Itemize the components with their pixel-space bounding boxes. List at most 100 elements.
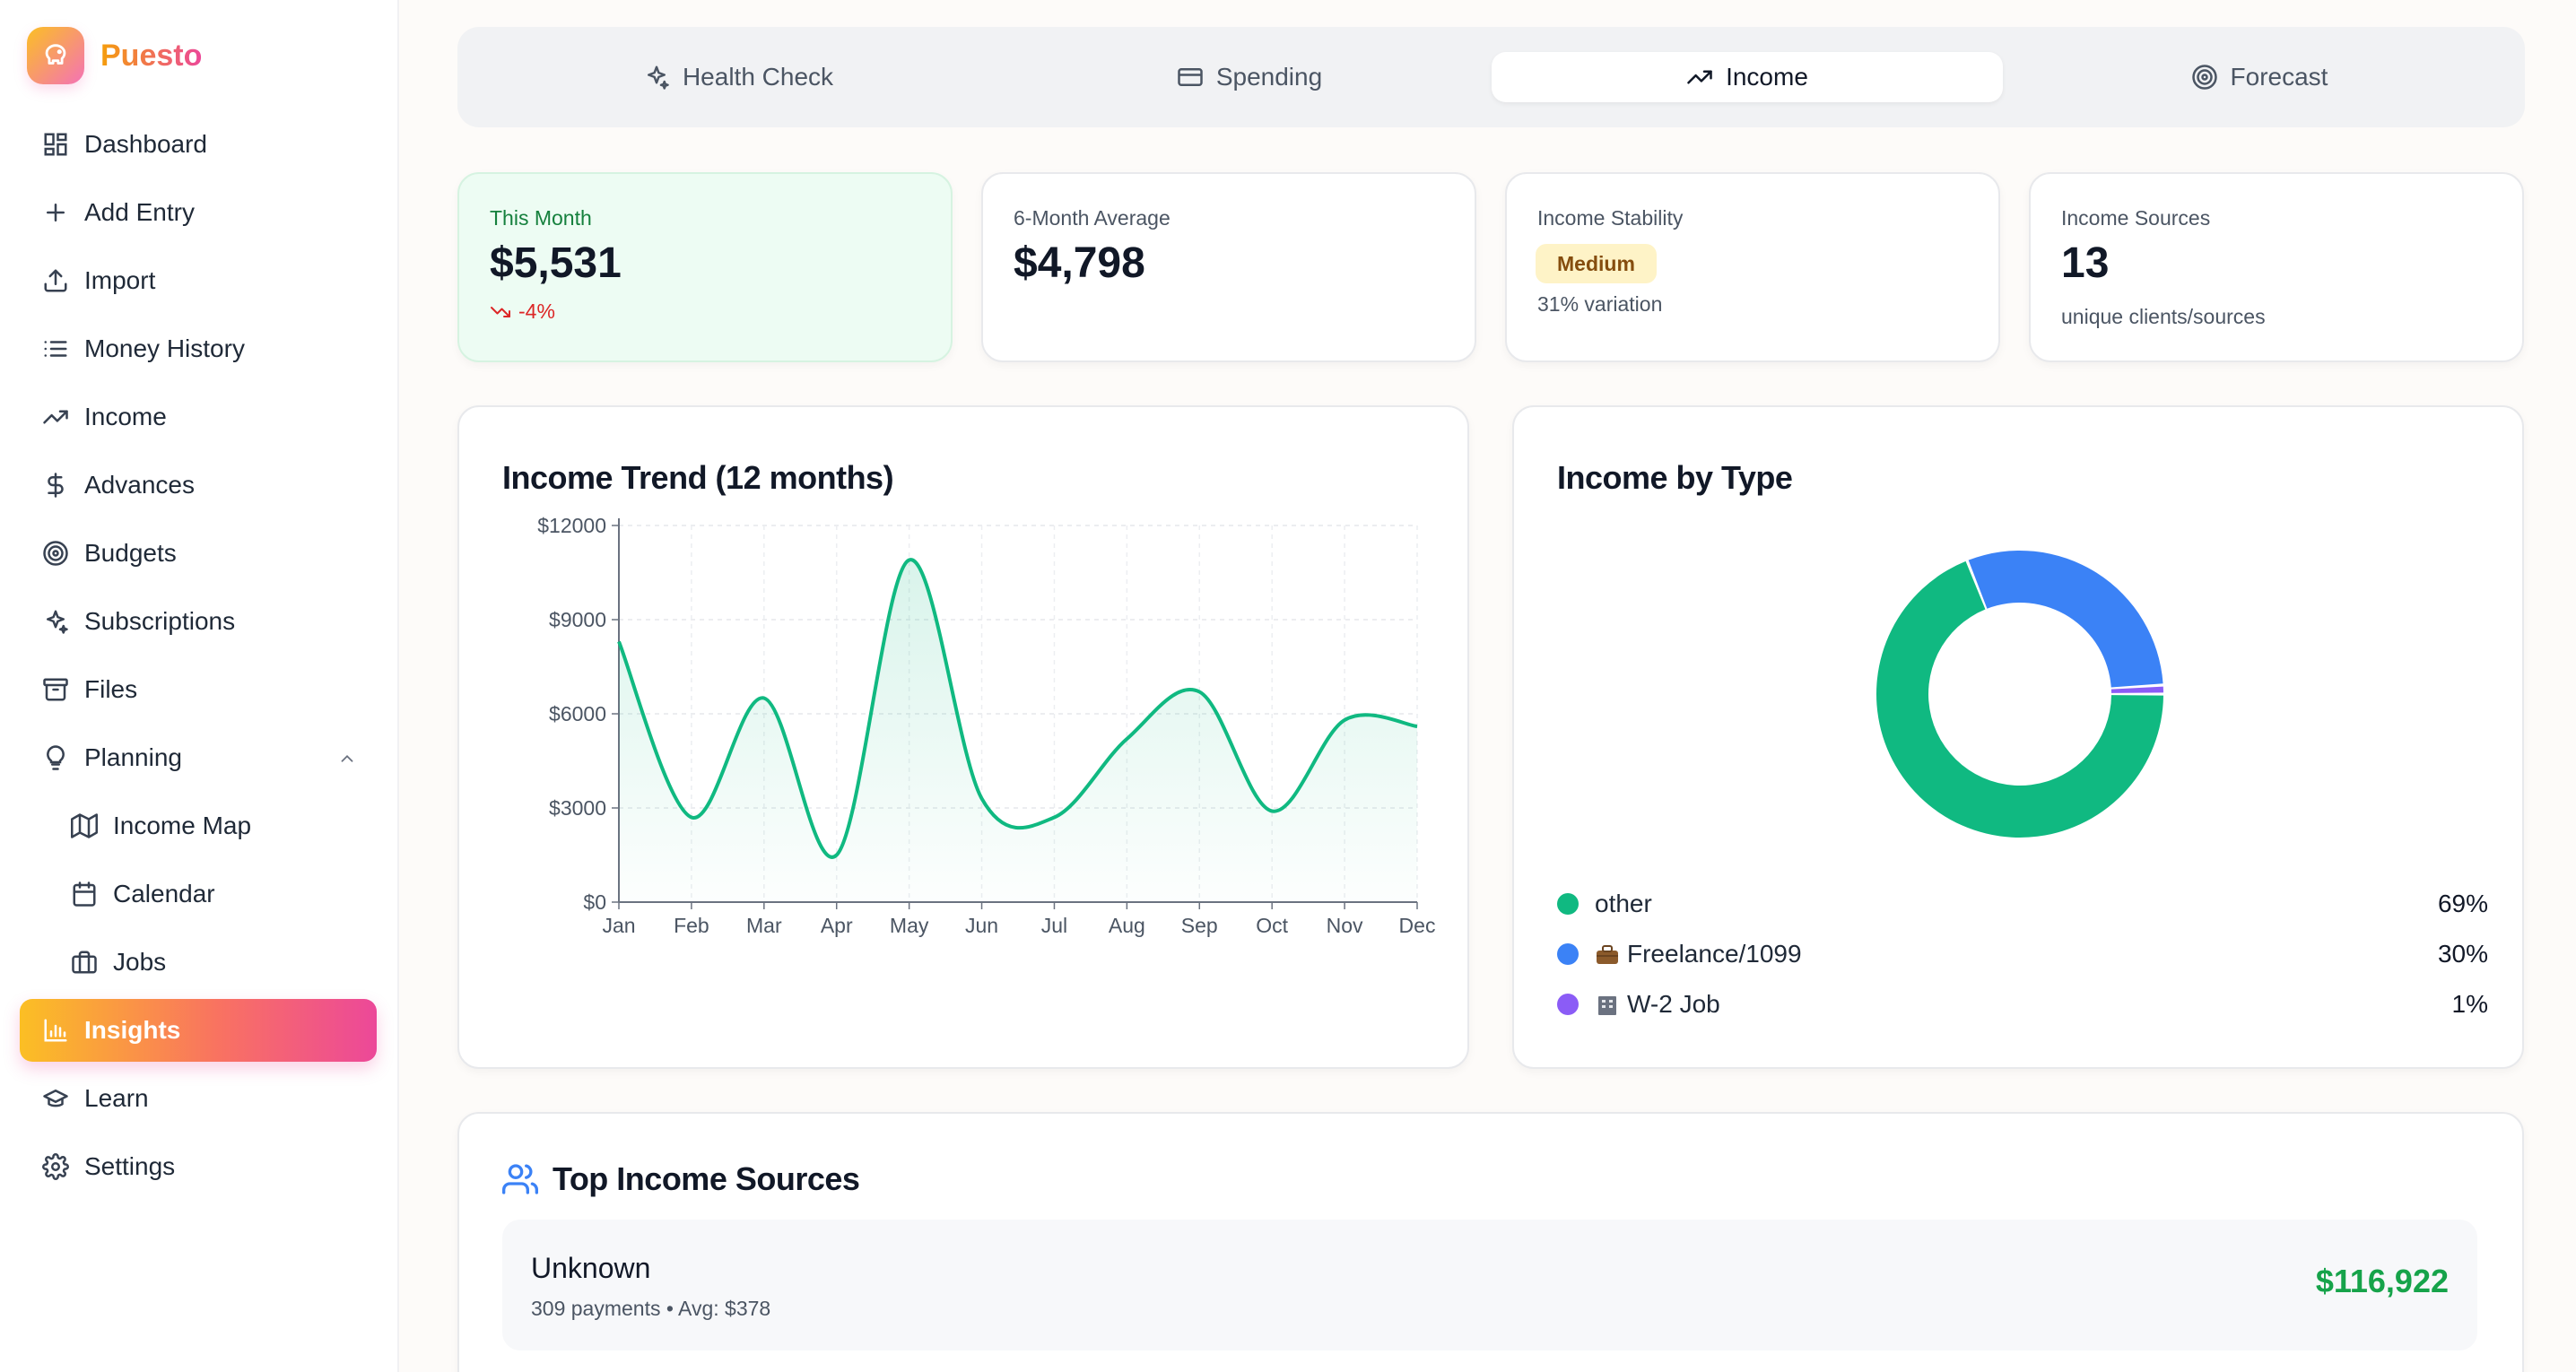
data-point[interactable] bbox=[1340, 716, 1349, 725]
legend-dot bbox=[1557, 994, 1579, 1015]
sidebar-item-label: Files bbox=[84, 675, 138, 703]
data-point[interactable] bbox=[614, 638, 623, 647]
target-icon bbox=[39, 537, 72, 569]
sidebar-item-label: Learn bbox=[84, 1084, 149, 1112]
legend-pct: 69% bbox=[2437, 890, 2488, 917]
briefcase-icon bbox=[68, 946, 100, 978]
tab-income[interactable]: Income bbox=[1492, 52, 2003, 102]
legend-item: W-2 Job 1% bbox=[1557, 986, 2488, 1022]
list-icon bbox=[39, 333, 72, 365]
income-trend-panel: Income Trend (12 months) $0 $3000 $6000 $90… bbox=[457, 405, 1469, 1069]
data-point[interactable] bbox=[1267, 807, 1276, 816]
trending-up-icon bbox=[1686, 64, 1713, 91]
source-name: Unknown bbox=[531, 1252, 651, 1284]
income-line[interactable] bbox=[617, 558, 1418, 859]
change-indicator: -4% bbox=[490, 300, 555, 324]
data-point[interactable] bbox=[905, 556, 914, 565]
y-tick-label: $0 bbox=[583, 890, 606, 914]
stat-value: $4,798 bbox=[1014, 239, 1145, 287]
brand[interactable]: Puesto bbox=[27, 27, 202, 84]
data-point[interactable] bbox=[1122, 734, 1131, 743]
panel-title: Income Trend (12 months) bbox=[502, 459, 894, 496]
legend-label: other bbox=[1595, 890, 1652, 917]
stat-card-six-month-average: 6-Month Average $4,798 bbox=[981, 172, 1476, 362]
credit-card-icon bbox=[1177, 64, 1204, 91]
dollar-icon bbox=[39, 469, 72, 501]
legend-label: W-2 Job bbox=[1627, 990, 1720, 1018]
upload-icon bbox=[39, 265, 72, 297]
app-name: Puesto bbox=[100, 38, 203, 73]
donut-slice[interactable] bbox=[2110, 686, 2163, 693]
sidebar-item-learn[interactable]: Learn bbox=[20, 1067, 377, 1130]
sidebar-item-dashboard[interactable]: Dashboard bbox=[20, 113, 377, 176]
x-tick-label: May bbox=[890, 914, 929, 937]
x-tick-label: Apr bbox=[821, 914, 853, 937]
source-meta: 309 payments • Avg: $378 bbox=[531, 1297, 771, 1320]
data-point[interactable] bbox=[687, 813, 696, 822]
sidebar-item-calendar[interactable]: Calendar bbox=[48, 863, 377, 925]
x-tick-label: Aug bbox=[1109, 914, 1145, 937]
stat-sub: unique clients/sources bbox=[2061, 305, 2266, 328]
x-tick-label: Dec bbox=[1399, 914, 1436, 937]
legend-item: other 69% bbox=[1557, 886, 2488, 922]
dashboard-icon bbox=[39, 128, 72, 161]
sidebar-item-label: Subscriptions bbox=[84, 607, 236, 635]
sidebar-item-import[interactable]: Import bbox=[20, 249, 377, 312]
data-point[interactable] bbox=[1049, 813, 1058, 822]
stat-card-this-month: This Month $5,531 -4% bbox=[457, 172, 953, 362]
y-tick-label: $6000 bbox=[549, 702, 606, 725]
sidebar-item-label: Advances bbox=[84, 471, 195, 499]
data-point[interactable] bbox=[832, 851, 841, 860]
trending-down-icon bbox=[490, 301, 511, 323]
stability-badge: Medium bbox=[1536, 244, 1657, 283]
sidebar-item-jobs[interactable]: Jobs bbox=[48, 931, 377, 994]
x-tick-label: Oct bbox=[1256, 914, 1288, 937]
tab-forecast[interactable]: Forecast bbox=[2004, 52, 2515, 102]
sidebar-item-label: Settings bbox=[84, 1152, 176, 1180]
chevron-up-icon[interactable] bbox=[337, 746, 357, 775]
top-income-sources-panel: Top Income Sources Unknown 309 payments … bbox=[457, 1112, 2524, 1372]
income-area bbox=[619, 560, 1417, 902]
stat-card-income-sources: Income Sources 13 unique clients/sources bbox=[2029, 172, 2524, 362]
data-point[interactable] bbox=[1195, 688, 1204, 697]
bar-chart-icon bbox=[39, 1014, 72, 1046]
sidebar-item-budgets[interactable]: Budgets bbox=[20, 522, 377, 585]
legend-item: Freelance/1099 30% bbox=[1557, 936, 2488, 972]
sidebar-item-label: Planning bbox=[84, 743, 182, 771]
sidebar-item-subscriptions[interactable]: Subscriptions bbox=[20, 590, 377, 653]
tab-label: Income bbox=[1726, 63, 1808, 91]
graduation-cap-icon bbox=[39, 1082, 72, 1115]
sidebar-item-planning[interactable]: Planning bbox=[20, 726, 377, 789]
sidebar-item-label: Money History bbox=[84, 334, 245, 362]
data-point[interactable] bbox=[1413, 722, 1422, 731]
sidebar-item-income[interactable]: Income bbox=[20, 386, 377, 448]
sidebar-item-money-history[interactable]: Money History bbox=[20, 317, 377, 380]
y-tick-label: $3000 bbox=[549, 796, 606, 820]
x-tick-label: Jul bbox=[1041, 914, 1067, 937]
plus-icon bbox=[39, 196, 72, 229]
legend-dot bbox=[1557, 943, 1579, 965]
sidebar-item-label: Income Map bbox=[113, 812, 252, 839]
sidebar-item-files[interactable]: Files bbox=[20, 658, 377, 721]
income-by-type-panel: Income by Type other 69% Freelance/1099 … bbox=[1512, 405, 2524, 1069]
x-tick-label: Jun bbox=[965, 914, 998, 937]
data-point[interactable] bbox=[760, 694, 769, 703]
gear-icon bbox=[39, 1151, 72, 1183]
sidebar-item-label: Add Entry bbox=[84, 198, 195, 226]
sidebar-item-advances[interactable]: Advances bbox=[20, 454, 377, 517]
data-point[interactable] bbox=[978, 795, 987, 803]
donut-slice[interactable] bbox=[1876, 560, 2163, 838]
income-trend-chart: $0 $3000 $6000 $9000 $12000 Jan Feb Mar Apr May Ju… bbox=[537, 514, 1436, 937]
tab-spending[interactable]: Spending bbox=[994, 52, 1505, 102]
lightbulb-icon bbox=[39, 742, 72, 774]
sidebar-item-income-map[interactable]: Income Map bbox=[48, 795, 377, 857]
list-item[interactable]: Unknown 309 payments • Avg: $378 $116,92… bbox=[502, 1220, 2477, 1350]
tab-health-check[interactable]: Health Check bbox=[483, 52, 994, 102]
archive-icon bbox=[39, 673, 72, 706]
sidebar-item-settings[interactable]: Settings bbox=[20, 1135, 377, 1198]
panel-title: Income by Type bbox=[1557, 459, 1793, 496]
sidebar-item-add-entry[interactable]: Add Entry bbox=[20, 181, 377, 244]
donut-slice[interactable] bbox=[1968, 551, 2163, 688]
sidebar-item-insights[interactable]: Insights bbox=[20, 999, 377, 1062]
map-icon bbox=[68, 810, 100, 842]
